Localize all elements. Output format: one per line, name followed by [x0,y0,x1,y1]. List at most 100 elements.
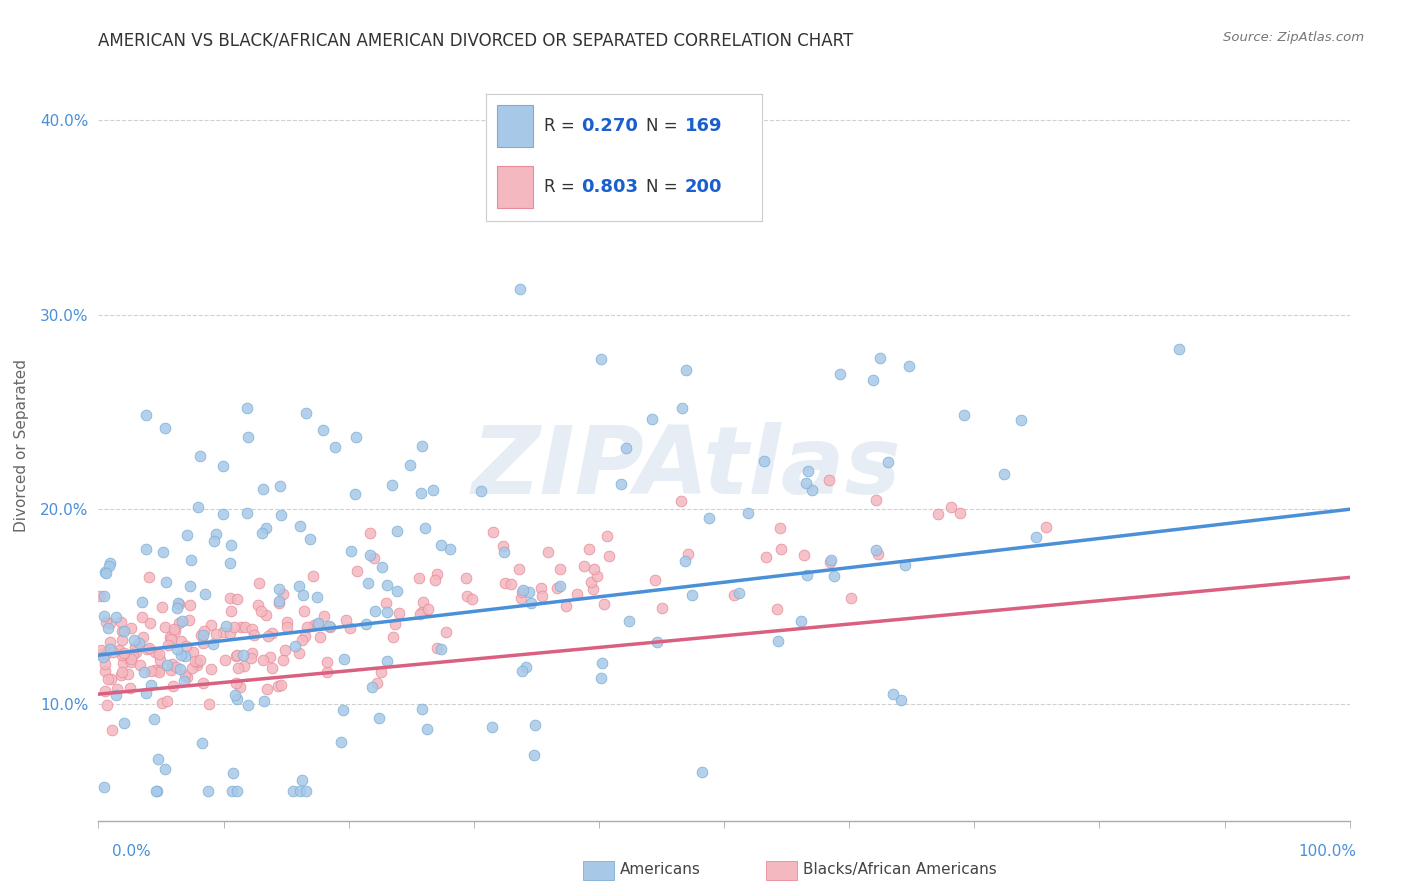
Point [869,351,891,366]
Point [269,582,291,596]
Point [287,579,309,593]
Point [170,614,193,628]
Point [262,626,284,640]
Point [94,566,117,580]
Point [215,619,238,633]
Point [100,673,122,687]
Point [104,610,127,624]
Point [801,483,824,498]
Point [160,657,183,672]
Point [314,609,336,624]
Point [163,622,186,636]
Point [363,604,385,618]
Point [180,552,202,566]
Point [145,784,167,798]
Point [359,548,381,562]
Point [387,584,409,599]
Point [226,692,249,706]
Point [461,592,484,607]
Point [181,661,204,675]
Point [499,577,522,591]
Point [97,672,120,686]
Point [524,717,547,731]
Point [165,624,187,638]
Point [89,589,111,603]
Point [673,554,696,568]
Point [105,682,128,697]
Point [610,477,633,491]
Point [252,482,274,496]
Point [429,641,451,656]
Point [253,694,276,708]
Point [311,424,333,438]
Point [1035,519,1057,533]
Point [675,362,697,376]
Point [339,544,361,558]
Point [290,633,312,648]
Point [517,584,540,599]
Point [174,667,197,681]
Point [111,656,134,670]
Point [212,508,235,522]
Point [574,558,596,573]
Point [135,686,157,700]
Point [232,648,254,663]
Point [319,620,342,634]
Point [152,599,174,614]
Point [159,663,181,677]
Point [288,519,311,533]
Point [224,688,246,702]
Point [98,635,121,649]
Point [239,651,262,665]
Point [288,647,311,661]
Point [298,533,321,547]
Point [93,684,115,698]
Point [586,569,609,583]
Point [191,635,214,649]
Point [368,710,391,724]
Point [470,483,492,498]
Point [276,615,298,630]
Point [225,648,247,663]
Text: Americans: Americans [620,863,702,877]
Point [150,696,173,710]
Point [219,591,242,605]
Point [681,588,703,602]
Point [159,632,181,646]
Point [131,609,153,624]
Point [125,645,148,659]
Point [481,720,503,734]
Point [699,511,721,525]
Point [752,453,775,467]
Point [796,464,818,478]
Point [148,647,170,661]
Point [93,609,115,624]
Point [98,557,121,571]
Point [229,680,252,694]
Point [94,657,117,671]
Point [269,596,291,610]
Point [641,412,664,426]
Point [145,784,167,798]
Point [882,687,904,701]
Point [139,615,162,630]
Point [344,487,367,501]
Point [184,654,207,668]
Point [232,659,254,673]
Point [120,652,142,666]
Point [162,679,184,693]
Point [96,698,118,713]
Point [143,663,166,677]
Point [135,641,157,656]
Point [537,544,560,558]
Point [385,524,408,539]
Point [112,716,135,731]
Point [135,542,157,557]
Point [118,681,141,696]
Point [820,553,842,567]
Point [344,430,367,444]
Point [582,562,605,576]
Point [93,590,115,604]
Point [766,602,789,616]
Point [191,676,214,690]
